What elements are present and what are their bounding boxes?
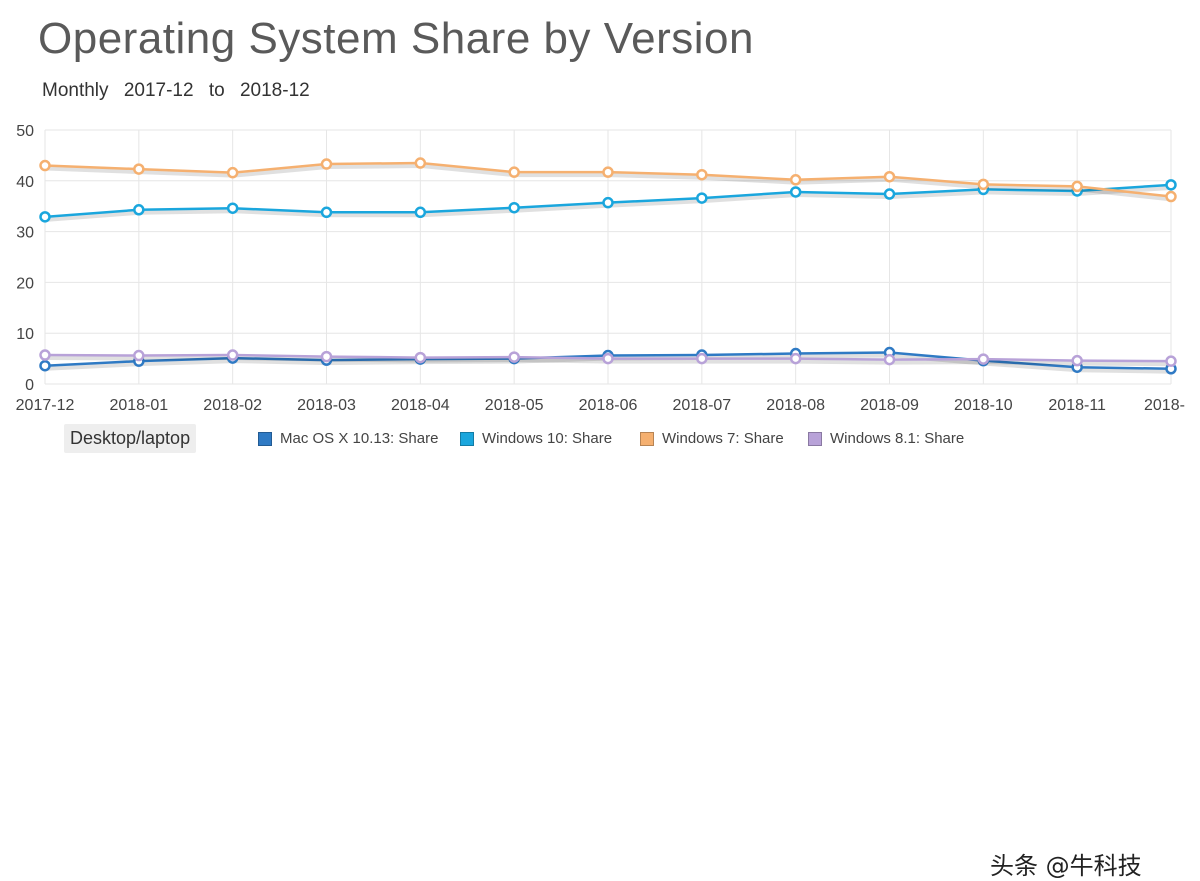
y-tick-label: 20 (16, 275, 34, 292)
date-to-word: to (208, 80, 225, 101)
watermark: 头条 @牛科技 (990, 852, 1142, 880)
x-tick-label: 2018-07 (672, 397, 731, 414)
date-to: 2018-12 (239, 80, 310, 101)
data-point (696, 352, 708, 365)
data-point (602, 352, 614, 365)
data-point (1165, 355, 1177, 367)
date-from: 2017-12 (123, 80, 194, 101)
y-tick-label: 10 (16, 326, 34, 343)
x-tick-label: 2018-03 (297, 397, 356, 414)
legend-label: Mac OS X 10.13: Share (280, 430, 439, 447)
x-tick-label: 2018-05 (485, 397, 544, 414)
x-tick-label: 2018- (1144, 397, 1185, 414)
data-point (977, 353, 990, 365)
data-point (789, 352, 802, 365)
data-point (1165, 179, 1177, 191)
data-point (414, 351, 427, 364)
line-chart: 0 10 20 30 40 50 2017-12 2018-01 2018-02 2018-03 2… (16, 123, 1185, 414)
data-point (39, 211, 51, 223)
data-point (1071, 180, 1083, 193)
legend-label: Windows 10: Share (482, 430, 613, 447)
chart-title: Operating System Share by Version (38, 14, 754, 63)
platform-selector[interactable]: Desktop/laptop (64, 424, 197, 453)
data-point (1071, 354, 1083, 367)
data-point (414, 206, 427, 219)
legend-swatch (460, 431, 474, 446)
data-point (696, 192, 708, 204)
y-tick-label: 50 (16, 123, 34, 140)
data-point (133, 163, 145, 175)
legend-item[interactable]: Mac OS X 10.13: Share (258, 430, 438, 447)
data-point (977, 178, 990, 191)
data-point (414, 157, 427, 169)
legend-item[interactable]: Windows 10: Share (460, 430, 612, 447)
legend-swatch (258, 431, 272, 446)
x-tick-label: 2018-11 (1048, 397, 1106, 414)
y-tick-label: 40 (16, 174, 34, 191)
period-label: Monthly (42, 80, 109, 101)
legend-item[interactable]: Windows 8.1: Share (808, 430, 964, 447)
data-point (508, 201, 520, 214)
data-point (133, 349, 145, 362)
x-tick-label: 2018-04 (391, 397, 450, 414)
data-point (883, 188, 896, 200)
data-point (508, 351, 520, 363)
data-point (883, 353, 896, 366)
data-point (696, 168, 708, 181)
legend-swatch (640, 431, 654, 446)
data-point (320, 158, 333, 170)
data-point (39, 159, 51, 172)
data-point (508, 166, 520, 178)
data-point (226, 202, 239, 214)
data-point (1165, 190, 1177, 203)
legend-label: Windows 8.1: Share (830, 430, 965, 447)
chart-subtitle: Monthly 2017-12 to 2018-12 (42, 80, 320, 102)
data-point (226, 166, 239, 179)
y-tick-label: 30 (16, 225, 34, 242)
legend-item[interactable]: Windows 7: Share (640, 430, 784, 447)
data-point (320, 206, 333, 219)
data-point (789, 186, 802, 198)
chart-legend: Desktop/laptop Mac OS X 10.13: Share Wind… (0, 422, 1200, 880)
data-point (39, 359, 51, 372)
data-point (602, 196, 614, 209)
x-tick-label: 2018-09 (860, 397, 919, 414)
x-tick-label: 2018-10 (954, 397, 1013, 414)
data-point (883, 170, 896, 183)
x-tick-label: 2018-06 (579, 397, 638, 414)
legend-label: Windows 7: Share (662, 430, 784, 447)
data-point (133, 204, 145, 216)
y-tick-label: 0 (25, 377, 34, 394)
x-tick-label: 2018-08 (766, 397, 825, 414)
data-point (39, 349, 51, 361)
data-point (226, 349, 239, 361)
x-tick-label: 2018-02 (203, 397, 262, 414)
x-tick-label: 2018-01 (109, 397, 168, 414)
data-point (602, 166, 614, 178)
legend-swatch (808, 431, 822, 446)
data-point (320, 350, 333, 363)
x-tick-label: 2017-12 (16, 397, 75, 414)
data-point (789, 174, 802, 186)
